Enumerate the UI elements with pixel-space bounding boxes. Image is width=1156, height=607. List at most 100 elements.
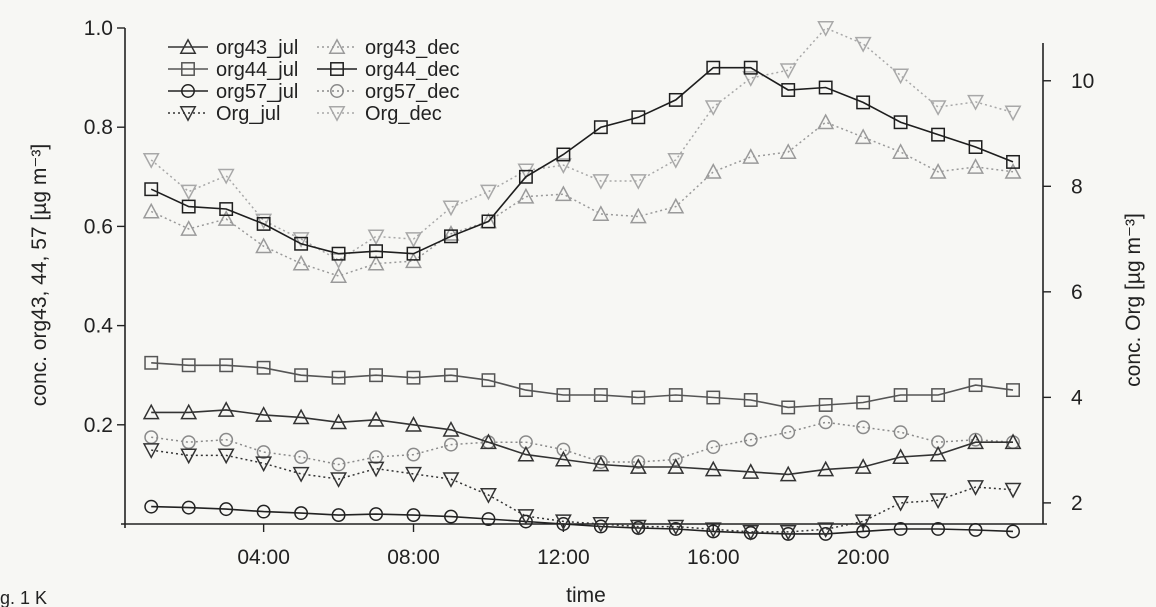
y2-tick-label: 4 — [1071, 386, 1083, 409]
point-org44-jul — [931, 388, 946, 402]
point-org57-jul — [144, 499, 159, 514]
point-org43-jul — [817, 460, 835, 477]
legend-marker-org43-jul — [179, 38, 197, 54]
point-org57-jul — [406, 508, 421, 523]
point-org-jul — [142, 443, 160, 459]
point-org44-jul — [856, 395, 871, 410]
point-org57-dec — [294, 450, 309, 464]
point-org44-dec — [668, 92, 683, 107]
point-org44-dec — [631, 110, 646, 125]
legend-marker-org-dec — [328, 106, 346, 122]
point-org-jul — [442, 472, 460, 488]
point-org-jul — [854, 514, 872, 531]
y-tick-label: 1.0 — [84, 17, 113, 40]
point-org-dec — [704, 100, 722, 116]
point-org57-dec — [331, 457, 346, 472]
point-org-jul — [929, 493, 947, 510]
point-org44-jul — [1006, 383, 1020, 398]
y2-tick-label: 8 — [1071, 175, 1083, 198]
point-org44-dec — [706, 60, 721, 75]
point-org-jul — [330, 472, 348, 488]
y-tick-label: 0.2 — [84, 414, 113, 437]
legend-label-org43-dec: org43_dec — [365, 37, 460, 59]
point-org-dec — [667, 152, 685, 169]
series-line-org57-dec — [151, 421, 1014, 466]
point-org57-dec — [743, 432, 758, 447]
point-org43-dec — [442, 225, 460, 241]
point-org-jul — [779, 524, 797, 541]
point-org44-jul — [144, 355, 159, 370]
point-org44-dec — [593, 120, 608, 135]
y2-tick-label: 10 — [1071, 70, 1094, 93]
series-org43-dec — [142, 113, 1022, 283]
point-org44-dec — [481, 214, 496, 229]
y2-tick-label: 2 — [1071, 492, 1083, 515]
point-org44-dec — [294, 236, 309, 251]
point-org43-jul — [779, 465, 797, 482]
point-org44-dec — [893, 115, 908, 130]
point-org43-dec — [854, 128, 872, 145]
point-org43-jul — [330, 413, 348, 430]
series-org-dec — [142, 21, 1022, 269]
point-org57-dec — [406, 447, 421, 462]
point-org44-dec — [219, 202, 234, 216]
point-org43-jul — [442, 420, 460, 437]
point-org43-jul — [180, 403, 198, 420]
series-org-jul — [142, 443, 1022, 541]
point-org-dec — [367, 229, 385, 246]
series-org43-jul — [142, 401, 1022, 482]
x-tick-label: 04:00 — [237, 546, 290, 569]
x-tick-label: 16:00 — [687, 546, 740, 569]
x-tick-label: 08:00 — [387, 546, 440, 569]
legend-entry-org43-jul: org43_jul — [168, 37, 298, 59]
point-org43-dec — [629, 207, 647, 224]
point-org43-jul — [629, 458, 647, 474]
series-line-org43-dec — [150, 121, 1014, 277]
point-org57-jul — [256, 504, 271, 519]
point-org-jul — [479, 488, 497, 504]
point-org43-jul — [892, 448, 910, 464]
series-line-org43-jul — [151, 409, 1013, 476]
point-org43-dec — [742, 148, 760, 164]
point-org57-dec — [556, 442, 571, 457]
point-org44-jul — [369, 368, 383, 383]
point-org57-jul — [556, 517, 571, 531]
legend-marker-org44-jul — [181, 62, 195, 76]
x-tick-label: 20:00 — [837, 546, 890, 569]
point-org44-dec — [256, 216, 271, 231]
point-org44-jul — [219, 358, 234, 373]
point-org44-dec — [331, 246, 346, 261]
point-org43-dec — [892, 143, 910, 159]
point-org43-dec — [592, 205, 610, 221]
point-org57-jul — [444, 509, 458, 524]
point-org57-dec — [893, 425, 908, 440]
legend-entry-org57-dec: org57_dec — [317, 81, 460, 103]
point-org-jul — [292, 466, 310, 483]
point-org-dec — [629, 174, 647, 190]
point-org-jul — [180, 448, 198, 465]
point-org-dec — [217, 168, 235, 185]
point-org57-dec — [444, 437, 458, 452]
point-org-dec — [405, 232, 422, 248]
point-org57-dec — [818, 415, 833, 430]
point-org-jul — [629, 519, 647, 536]
point-org-dec — [255, 213, 273, 230]
point-org44-dec — [968, 140, 983, 154]
point-org44-jul — [331, 370, 346, 385]
legend-entry-org44-jul: org44_jul — [168, 59, 298, 81]
series-layer — [142, 21, 1022, 541]
legend-entry-org44-dec: org44_dec — [317, 59, 460, 81]
point-org44-jul — [593, 388, 608, 402]
point-org43-jul — [967, 433, 985, 450]
point-org-dec — [142, 152, 160, 169]
point-org-jul — [554, 514, 572, 531]
point-org44-jul — [706, 390, 721, 405]
point-org44-jul — [743, 393, 758, 407]
point-org57-jul — [294, 506, 309, 521]
point-org-dec — [180, 184, 198, 201]
series-org44-jul — [144, 355, 1020, 415]
point-org-dec — [330, 253, 348, 269]
point-org57-dec — [219, 432, 234, 447]
